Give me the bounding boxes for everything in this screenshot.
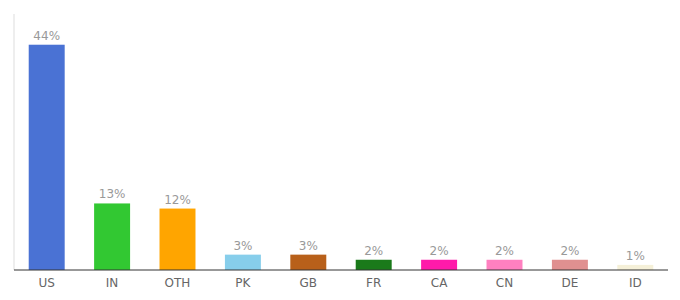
x-tick-label: US — [38, 276, 54, 290]
data-label: 2% — [364, 244, 383, 258]
data-label: 2% — [560, 244, 579, 258]
bar — [487, 260, 523, 270]
plot-area — [14, 14, 653, 270]
bar — [617, 265, 653, 270]
x-tick-label: FR — [366, 276, 381, 290]
chart-container: US IN OTH PK GB FR CA CN DE ID 44% 13% 12% 3% 3% 2% 2% 2%… — [0, 0, 680, 300]
x-tick-label: OTH — [165, 276, 191, 290]
y-axis-line — [14, 14, 15, 270]
background — [0, 0, 680, 300]
x-tick-label: ID — [629, 276, 642, 290]
data-label: 3% — [299, 239, 318, 253]
bars — [29, 45, 654, 270]
x-tick-label: CN — [496, 276, 513, 290]
data-label: 1% — [626, 249, 645, 263]
data-label: 2% — [495, 244, 514, 258]
data-label: 12% — [164, 193, 191, 207]
x-tick-label: PK — [235, 276, 251, 290]
bar — [160, 209, 196, 270]
x-tick-label: DE — [561, 276, 578, 290]
x-tick-label: IN — [106, 276, 119, 290]
bar — [94, 203, 130, 270]
data-label: 2% — [430, 244, 449, 258]
x-tick-label: GB — [300, 276, 318, 290]
data-label: 13% — [99, 187, 126, 201]
bar — [421, 260, 457, 270]
data-label: 3% — [233, 239, 252, 253]
data-label: 44% — [33, 29, 60, 43]
bar — [225, 255, 261, 270]
bar — [290, 255, 326, 270]
bar — [29, 45, 65, 270]
x-tick-label: CA — [431, 276, 448, 290]
bar — [552, 260, 588, 270]
bar — [356, 260, 392, 270]
chart-svg: US IN OTH PK GB FR CA CN DE ID 44% 13% 12% 3% 3% 2% 2% 2%… — [0, 0, 680, 300]
x-axis-line — [14, 270, 668, 271]
